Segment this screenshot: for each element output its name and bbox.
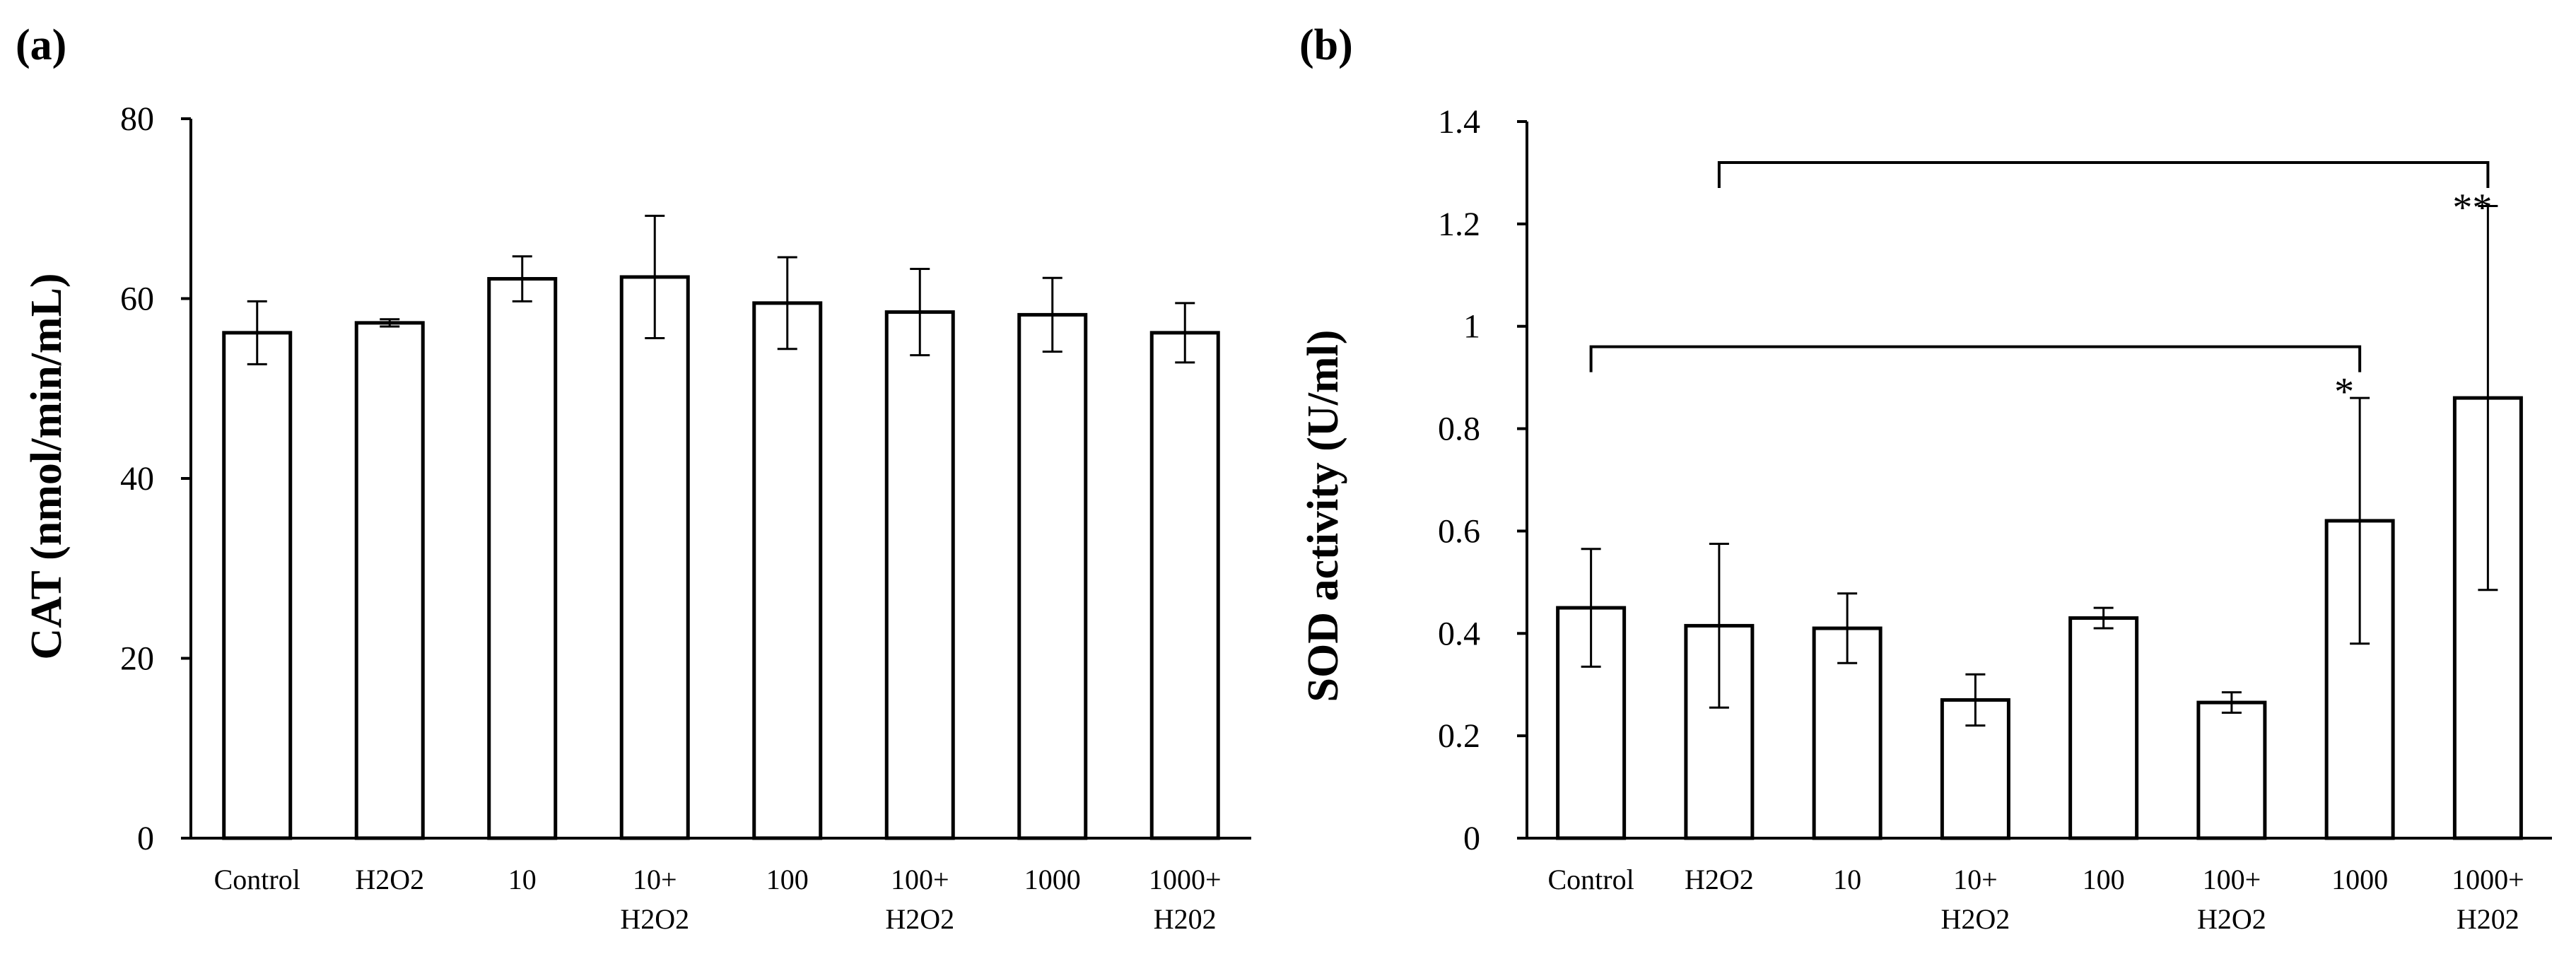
bar [2196,700,2267,840]
bar [487,277,558,840]
x-category-label: H202 [2457,903,2519,935]
x-category-label: 10 [508,864,537,895]
x-category-label: H2O2 [885,903,954,935]
y-tick-label: 60 [120,281,154,318]
bar [752,301,823,840]
y-tick-label: 80 [120,100,154,138]
x-category-label: 10+ [1953,864,1998,895]
x-category-label: 100 [766,864,809,895]
x-category-label: 1000 [2331,864,2388,895]
x-category-label: 1000+ [2452,864,2524,895]
x-category-label: 1000+ [1149,864,1222,895]
panel-a-y-axis-title: CAT (nmol/min/mL) [23,273,71,659]
y-tick-label: 0.6 [1438,512,1480,550]
y-tick-label: 0.2 [1438,717,1480,755]
significance-bracket [1717,160,2490,188]
bar [619,275,690,840]
bar [1149,331,1220,840]
bar [2068,616,2139,840]
y-tick-label: 40 [120,460,154,498]
x-category-label: H2O2 [2197,903,2266,935]
panel-b-y-axis-title: SOD activity (U/ml) [1299,330,1347,702]
panel-b-sod-chart: (b) SOD activity (U/ml) 0 0.2 0.4 0.6 0.8 1 1.… [1299,21,2552,935]
y-tick-label: 0 [137,820,154,857]
significance-label: * [2334,370,2354,414]
x-category-label: Control [214,864,300,895]
x-category-label: H2O2 [1685,864,1754,895]
bar [884,310,955,840]
y-tick-label: 1.4 [1438,103,1480,141]
panel-b-label: (b) [1299,21,1353,69]
x-category-label: 10+ [633,864,677,895]
significance-label: ** [2452,186,2492,230]
significance-bracket [1589,345,2362,372]
x-category-label: 100+ [891,864,949,895]
x-category-label: 1000 [1024,864,1081,895]
y-tick-label: 0.8 [1438,411,1480,448]
bar [1017,312,1088,840]
x-category-label: 100 [2083,864,2125,895]
y-tick-label: 0 [1463,820,1480,857]
panel-a-label: (a) [16,21,66,69]
x-category-label: 100+ [2203,864,2261,895]
panel-a-cat-chart: (a) CAT (nmol/min/mL) 0 20 40 60 80 Control H2… [16,21,1251,935]
x-category-label: H2O2 [1940,903,2010,935]
x-category-label: H2O2 [355,864,424,895]
x-category-label: 10 [1833,864,1861,895]
y-tick-label: 1.2 [1438,206,1480,243]
x-category-label: Control [1548,864,1634,895]
y-tick-label: 1 [1463,308,1480,346]
x-category-label: H2O2 [620,903,689,935]
bar [222,331,293,840]
y-tick-label: 0.4 [1438,615,1480,652]
bar [354,321,425,840]
y-tick-label: 20 [120,640,154,678]
x-category-label: H202 [1154,903,1217,935]
